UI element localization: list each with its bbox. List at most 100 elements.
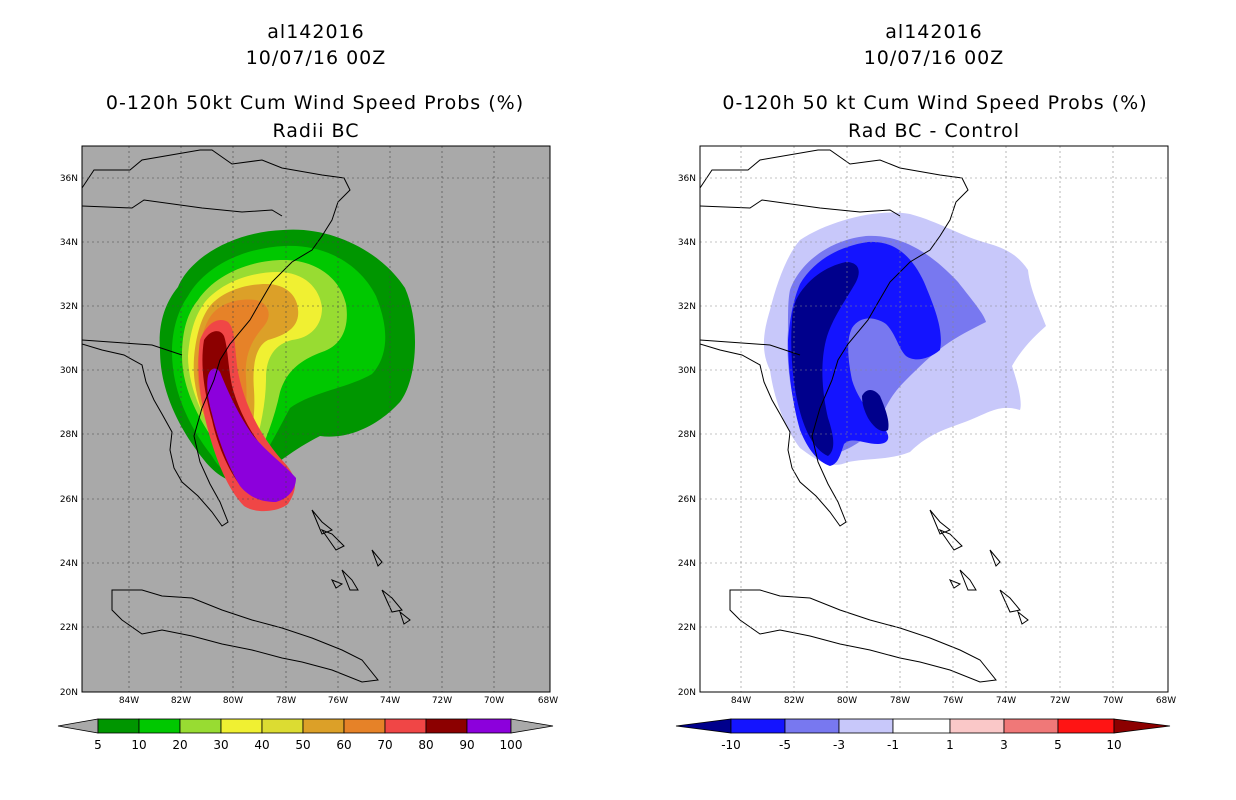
right-colorbar-label: 10 bbox=[1106, 738, 1121, 752]
right-gridlines bbox=[700, 146, 1168, 692]
right-colorbar-swatch bbox=[784, 718, 840, 734]
right-colorbar-label: 5 bbox=[1054, 738, 1062, 752]
left-colorbar-swatch bbox=[343, 718, 386, 734]
right-colorbar-label: 3 bbox=[1000, 738, 1008, 752]
left-coastlines bbox=[82, 149, 411, 683]
left-subtitle: Radii BC bbox=[272, 120, 360, 142]
left-colorbar-label: 40 bbox=[254, 738, 269, 752]
right-lat-label: 22N bbox=[678, 623, 696, 633]
right-colorbar-label: -1 bbox=[887, 738, 899, 752]
right-contour-minus-10 bbox=[791, 262, 859, 456]
left-colorbar-swatch bbox=[466, 718, 512, 734]
right-colorbar-arrow-low bbox=[675, 718, 732, 734]
right-lon-label: 76W bbox=[943, 696, 963, 706]
left-storm-id: al142016 bbox=[267, 21, 365, 43]
left-datetime: 10/07/16 00Z bbox=[245, 47, 387, 69]
left-lat-label: 36N bbox=[60, 174, 78, 184]
right-colorbar-arrow-high bbox=[1113, 718, 1171, 734]
right-lon-label: 72W bbox=[1050, 696, 1070, 706]
left-lat-label: 30N bbox=[60, 366, 78, 376]
left-lon-label: 82W bbox=[171, 696, 191, 706]
right-lat-label: 36N bbox=[678, 174, 696, 184]
right-title: 0-120h 50 kt Cum Wind Speed Probs (%) bbox=[722, 92, 1148, 114]
left-colorbar-label: 30 bbox=[213, 738, 228, 752]
right-lon-label: 82W bbox=[784, 696, 804, 706]
right-lat-label: 32N bbox=[678, 302, 696, 312]
left-lat-label: 24N bbox=[60, 559, 78, 569]
left-lon-label: 74W bbox=[380, 696, 400, 706]
left-colorbar-label: 20 bbox=[172, 738, 187, 752]
left-colorbar-swatch bbox=[220, 718, 263, 734]
left-colorbar-label: 50 bbox=[295, 738, 310, 752]
left-lon-label: 70W bbox=[484, 696, 504, 706]
right-difference-contours bbox=[700, 149, 1046, 683]
left-map-frame bbox=[81, 145, 551, 693]
left-lon-label: 76W bbox=[328, 696, 348, 706]
right-subtitle: Rad BC - Control bbox=[847, 120, 1021, 142]
left-lon-label: 80W bbox=[223, 696, 243, 706]
right-colorbar-swatch bbox=[838, 718, 894, 734]
right-datetime: 10/07/16 00Z bbox=[863, 47, 1005, 69]
left-colorbar-swatch bbox=[425, 718, 468, 734]
left-lon-label: 84W bbox=[119, 696, 139, 706]
left-colorbar-arrow-high bbox=[510, 718, 554, 734]
left-lat-label: 34N bbox=[60, 238, 78, 248]
left-lat-label: 26N bbox=[60, 495, 78, 505]
right-lat-label: 26N bbox=[678, 495, 696, 505]
left-colorbar-label: 90 bbox=[459, 738, 474, 752]
left-colorbar-swatch bbox=[261, 718, 304, 734]
left-colorbar-swatch bbox=[384, 718, 427, 734]
right-colorbar-swatch bbox=[1003, 718, 1059, 734]
left-lat-label: 22N bbox=[60, 623, 78, 633]
left-colorbar-swatch bbox=[138, 718, 181, 734]
right-lon-label: 78W bbox=[890, 696, 910, 706]
left-colorbar-arrow-low bbox=[57, 718, 99, 734]
right-lon-label: 74W bbox=[996, 696, 1016, 706]
left-colorbar-label: 10 bbox=[131, 738, 146, 752]
right-storm-id: al142016 bbox=[885, 21, 983, 43]
left-probability-contours bbox=[82, 149, 416, 683]
right-lat-label: 30N bbox=[678, 366, 696, 376]
right-lat-label: 28N bbox=[678, 430, 696, 440]
left-colorbar-swatch bbox=[97, 718, 140, 734]
left-colorbar-label: 60 bbox=[336, 738, 351, 752]
right-contour-minus-10b bbox=[862, 390, 889, 432]
left-map: 36N 34N 32N 30N 28N 26N 24N 22N 20N 84W … bbox=[60, 145, 558, 706]
left-contour-100 bbox=[207, 368, 296, 502]
right-colorbar-label: -3 bbox=[833, 738, 845, 752]
left-lat-label: 28N bbox=[60, 430, 78, 440]
left-lat-label: 32N bbox=[60, 302, 78, 312]
left-colorbar-swatch bbox=[302, 718, 345, 734]
left-lon-label: 72W bbox=[432, 696, 452, 706]
right-coastlines bbox=[700, 149, 1029, 683]
right-map-frame bbox=[699, 145, 1169, 693]
right-lon-label: 84W bbox=[731, 696, 751, 706]
left-lon-label: 68W bbox=[538, 696, 558, 706]
right-colorbar-swatch bbox=[949, 718, 1005, 734]
right-colorbar-swatch bbox=[730, 718, 786, 734]
right-colorbar-label: -5 bbox=[779, 738, 791, 752]
left-colorbar-swatch bbox=[179, 718, 222, 734]
left-colorbar bbox=[57, 718, 554, 734]
right-lat-label: 34N bbox=[678, 238, 696, 248]
left-gridlines bbox=[82, 146, 550, 692]
right-map: 36N 34N 32N 30N 28N 26N 24N 22N 20N 84W … bbox=[678, 145, 1176, 706]
right-colorbar-label: -10 bbox=[721, 738, 741, 752]
right-colorbar bbox=[675, 718, 1171, 734]
left-title: 0-120h 50kt Cum Wind Speed Probs (%) bbox=[105, 92, 525, 114]
left-colorbar-label: 5 bbox=[94, 738, 102, 752]
right-lat-label: 20N bbox=[678, 688, 696, 698]
right-colorbar-label: 1 bbox=[946, 738, 954, 752]
right-colorbar-swatch bbox=[1057, 718, 1115, 734]
right-lon-label: 80W bbox=[837, 696, 857, 706]
left-colorbar-label: 100 bbox=[500, 738, 523, 752]
left-colorbar-label: 80 bbox=[418, 738, 433, 752]
right-lat-label: 24N bbox=[678, 559, 696, 569]
left-lat-label: 20N bbox=[60, 688, 78, 698]
left-lon-label: 78W bbox=[276, 696, 296, 706]
right-lon-label: 70W bbox=[1103, 696, 1123, 706]
left-colorbar-label: 70 bbox=[377, 738, 392, 752]
right-colorbar-swatch bbox=[892, 718, 951, 734]
right-lon-label: 68W bbox=[1156, 696, 1176, 706]
